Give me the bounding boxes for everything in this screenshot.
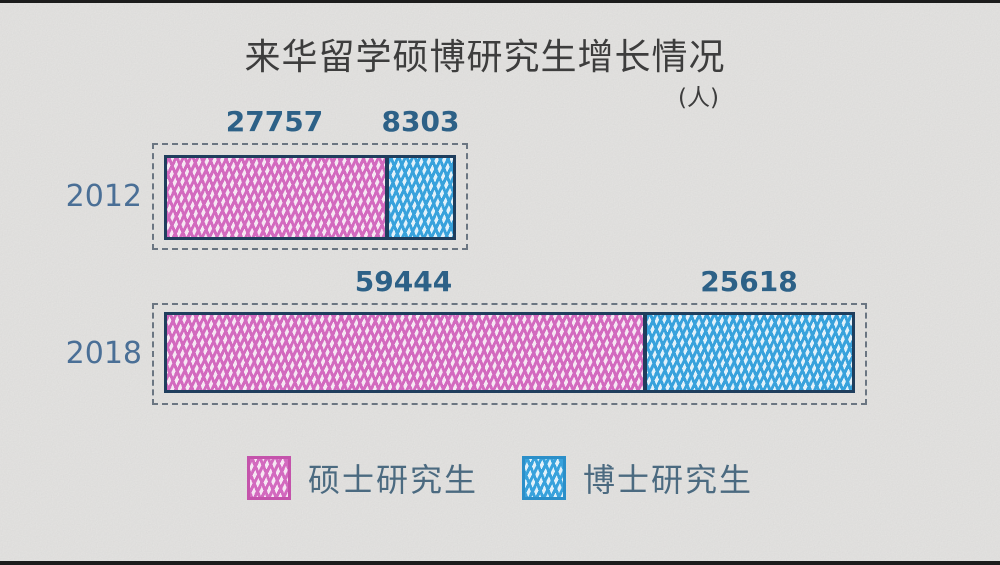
bar-segment-doctoral-2018	[647, 312, 855, 393]
frame-edge-top	[0, 0, 1000, 3]
value-label-doctoral-2012: 8303	[381, 105, 460, 138]
year-label-2012: 2012	[65, 179, 142, 214]
value-label-masters-2018: 59444	[354, 265, 453, 298]
bar-frame-2012	[152, 143, 468, 250]
bar-2018	[164, 312, 855, 393]
legend-swatch-doctoral-icon	[522, 456, 566, 500]
bar-frame-2018	[152, 303, 867, 405]
value-label-masters-2012: 27757	[225, 105, 324, 138]
bar-segment-doctoral-2012	[389, 155, 456, 240]
bar-2012	[164, 155, 456, 240]
legend: 硕士研究生 博士研究生	[0, 455, 1000, 501]
unit-label: (人)	[678, 85, 719, 111]
legend-label-doctoral: 博士研究生	[583, 461, 754, 499]
bar-segment-masters-2012	[164, 155, 389, 240]
chart-title: 来华留学硕博研究生增长情况	[244, 37, 726, 78]
legend-label-masters: 硕士研究生	[307, 461, 478, 499]
legend-swatch-masters-icon	[246, 456, 291, 500]
legend-item-masters: 硕士研究生	[246, 455, 478, 501]
frame-edge-bottom	[0, 561, 1000, 565]
year-label-2018: 2018	[65, 336, 142, 371]
value-label-doctoral-2018: 25618	[700, 265, 798, 298]
legend-item-doctoral: 博士研究生	[522, 455, 753, 501]
bar-segment-masters-2018	[164, 312, 647, 393]
